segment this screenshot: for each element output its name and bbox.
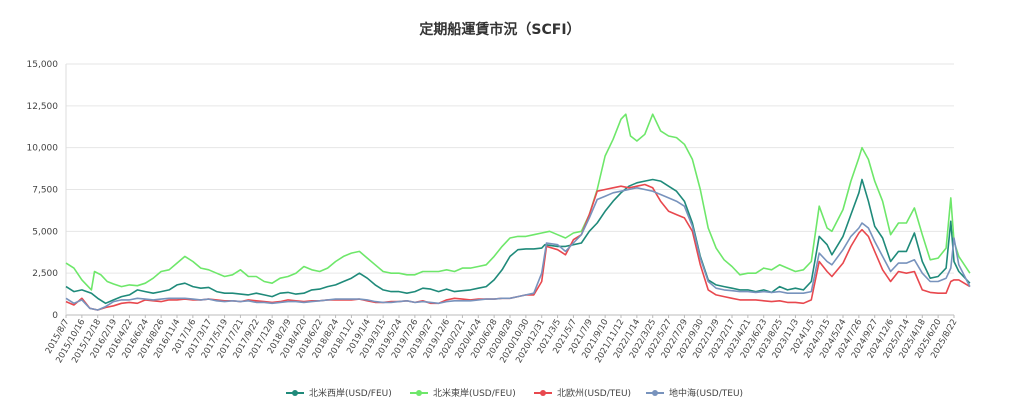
legend-label: 北米西岸(USD/FEU) xyxy=(309,387,392,399)
legend-item-2: 北米東岸(USD/FEU) xyxy=(410,387,516,399)
legend-label: 北欧州(USD/TEU) xyxy=(557,387,631,399)
grid-lines xyxy=(66,63,954,316)
y-tick-label: 15,000 xyxy=(27,60,59,70)
series-line-1 xyxy=(65,178,971,305)
legend-swatch-dot xyxy=(416,390,422,396)
legend-item-1: 北米西岸(USD/FEU) xyxy=(286,387,392,399)
plot-area xyxy=(65,113,971,311)
y-tick-label: 5,000 xyxy=(32,227,58,237)
y-tick-label: 0 xyxy=(52,311,58,321)
legend-label: 地中海(USD/TEU) xyxy=(669,387,743,399)
legend-swatch-dot xyxy=(540,390,546,396)
legend-item-4: 地中海(USD/TEU) xyxy=(646,387,743,399)
y-axis: 0 2,500 5,000 7,500 10,000 12,500 15,000 xyxy=(27,60,67,321)
y-tick-label: 10,000 xyxy=(27,144,59,154)
y-tick-label: 12,500 xyxy=(27,102,59,112)
legend-swatch-dot xyxy=(652,390,658,396)
y-tick-label: 7,500 xyxy=(32,186,58,196)
legend-item-3: 北欧州(USD/TEU) xyxy=(534,387,631,399)
legend: 北米西岸(USD/FEU) 北米東岸(USD/FEU) 北欧州(USD/TEU) 地中… xyxy=(286,387,743,399)
chart-title: 定期船運賃市況（SCFI） xyxy=(419,21,580,38)
series-line-2 xyxy=(65,113,971,291)
legend-swatch-dot xyxy=(292,390,298,396)
y-tick-label: 2,500 xyxy=(32,269,58,279)
series-line-4 xyxy=(65,187,971,311)
x-axis: 2015/8/72015/10/162015/12/182016/2/19201… xyxy=(44,315,960,365)
series-line-3 xyxy=(65,183,971,311)
legend-label: 北米東岸(USD/FEU) xyxy=(433,387,516,399)
